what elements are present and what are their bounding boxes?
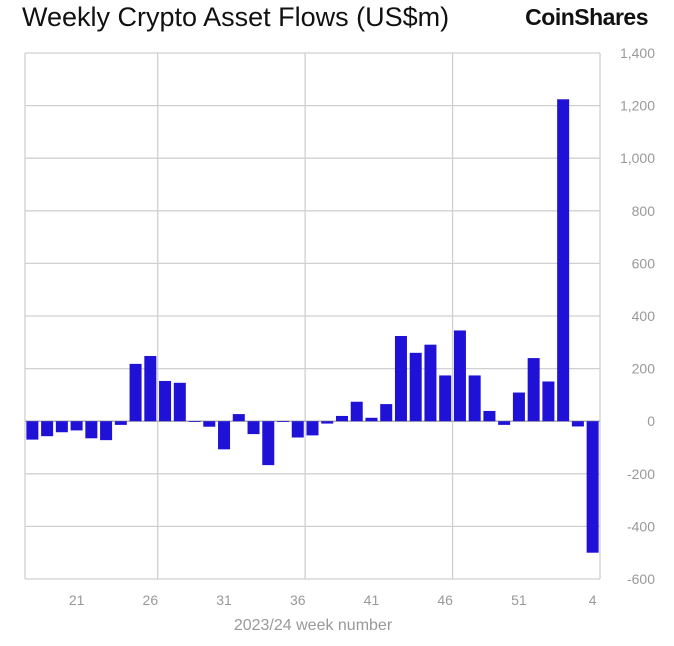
bar-week-35 xyxy=(277,421,290,422)
bar-week-44 xyxy=(409,352,422,422)
bar-week-36 xyxy=(291,421,304,438)
x-tick-label: 36 xyxy=(290,592,306,608)
bar-week-21 xyxy=(70,421,83,431)
bar-week-25 xyxy=(129,363,142,422)
bar-week-47 xyxy=(453,330,466,422)
bar-week-32 xyxy=(232,414,245,422)
bar-week-45 xyxy=(424,344,437,422)
bar-week-4 xyxy=(586,421,599,553)
y-tick-label: 400 xyxy=(632,308,656,324)
bar-week-27 xyxy=(159,380,172,422)
bar-week-1 xyxy=(542,381,555,422)
bar-week-46 xyxy=(439,375,452,422)
y-tick-label: 1,000 xyxy=(620,150,655,166)
bar-week-51 xyxy=(512,392,525,422)
bar-week-49 xyxy=(483,410,496,422)
bar-week-39 xyxy=(335,415,348,422)
x-tick-label: 26 xyxy=(143,592,159,608)
bar-week-42 xyxy=(380,404,393,422)
bar-week-28 xyxy=(173,382,186,422)
y-tick-label: 1,200 xyxy=(620,98,655,114)
bar-week-48 xyxy=(468,375,481,422)
bar-week-26 xyxy=(144,355,157,422)
bar-week-38 xyxy=(321,421,334,424)
bar-week-34 xyxy=(262,421,275,466)
bar-week-18 xyxy=(26,421,39,440)
x-tick-label: 4 xyxy=(589,592,597,608)
y-tick-label: -400 xyxy=(627,518,655,534)
bar-week-2 xyxy=(557,99,570,422)
x-tick-label: 41 xyxy=(364,592,380,608)
x-tick-label: 46 xyxy=(437,592,453,608)
bar-week-23 xyxy=(100,421,113,441)
bar-week-29 xyxy=(188,421,201,422)
y-tick-label: 1,400 xyxy=(620,45,655,61)
bar-week-33 xyxy=(247,421,260,435)
chart-title: Weekly Crypto Asset Flows (US$m) xyxy=(22,2,450,32)
bar-week-40 xyxy=(350,401,363,422)
bar-week-22 xyxy=(85,421,98,439)
y-tick-label: -600 xyxy=(627,571,655,587)
y-tick-label: 0 xyxy=(647,413,655,429)
bar-week-37 xyxy=(306,421,319,436)
bar-week-19 xyxy=(41,421,54,437)
bar-week-52 xyxy=(527,358,540,422)
y-tick-label: 600 xyxy=(632,255,656,271)
bar-week-31 xyxy=(218,421,231,450)
y-tick-label: 200 xyxy=(632,361,656,377)
bar-week-41 xyxy=(365,417,378,422)
bar-week-20 xyxy=(55,421,68,433)
bar-week-24 xyxy=(114,421,127,425)
x-tick-label: 31 xyxy=(216,592,232,608)
bar-week-43 xyxy=(394,335,407,422)
y-tick-label: -200 xyxy=(627,466,655,482)
x-tick-label: 21 xyxy=(69,592,85,608)
x-tick-label: 51 xyxy=(511,592,527,608)
bar-week-50 xyxy=(498,421,511,425)
y-tick-label: 800 xyxy=(632,203,656,219)
x-axis-label: 2023/24 week number xyxy=(234,617,393,634)
bar-week-3 xyxy=(571,421,584,427)
coinshares-logo: CoinShares xyxy=(525,4,648,30)
bar-week-30 xyxy=(203,421,216,427)
